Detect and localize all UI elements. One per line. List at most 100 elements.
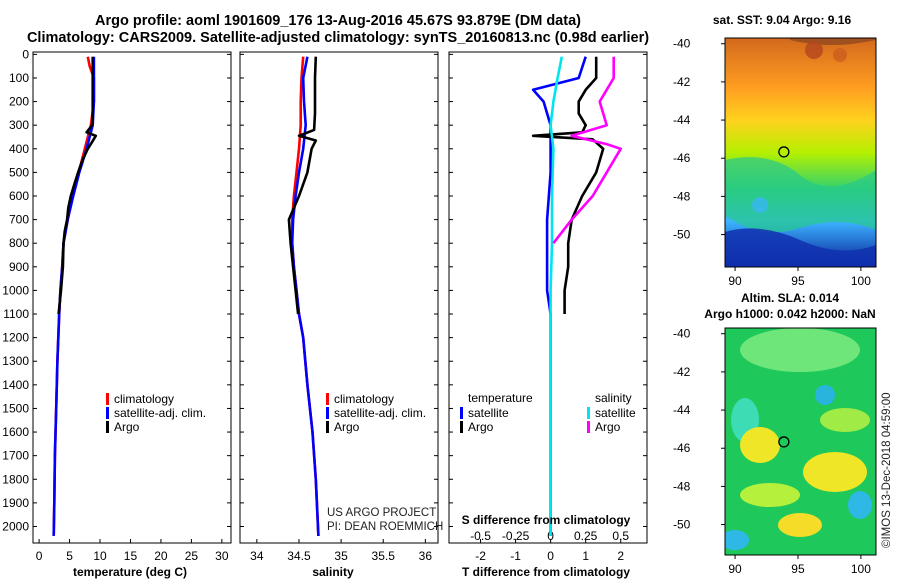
depth-tick-label: 200 <box>9 95 29 109</box>
depth-axis: 0 100 200 300 400 500 600 700 800 900 1000 1100 1200… <box>2 47 647 533</box>
map-lon-label: 100 <box>851 274 871 288</box>
map-lat-label: -40 <box>673 327 691 341</box>
sla-title-1: Altim. SLA: 0.014 <box>741 291 839 305</box>
depth-tick-label: 2000 <box>2 519 29 533</box>
map-lon-label: 90 <box>728 274 742 288</box>
x-tick-label: 36 <box>419 549 433 563</box>
s-diff-tick-label: -0.25 <box>502 529 530 543</box>
argo-location-marker <box>778 146 790 158</box>
map-lon-label: 90 <box>728 562 742 576</box>
legend-swatch-t-satellite <box>460 407 463 419</box>
sla-blob <box>725 530 749 550</box>
x-tick-label: -2 <box>475 549 486 563</box>
depth-tick-label: 300 <box>9 118 29 132</box>
series-line-s-satellite <box>549 56 564 536</box>
legend-climatology: climatology <box>114 392 174 406</box>
depth-tick-label: 600 <box>9 189 29 203</box>
depth-tick-label: 1200 <box>2 331 29 345</box>
map-lat-label: -46 <box>673 151 691 165</box>
x-tick-label: 5 <box>66 549 73 563</box>
legend-swatch-climatology <box>106 393 109 405</box>
difference-panel-frame <box>448 51 648 544</box>
depth-tick-label: 1500 <box>2 401 29 415</box>
x-tick-label: -1 <box>510 549 521 563</box>
series-line-satellite-adj-clim- <box>290 56 320 536</box>
sst-patch <box>725 157 876 233</box>
map-lat-label: -40 <box>673 37 691 51</box>
sla-map <box>725 328 876 555</box>
sla-blob <box>778 513 822 537</box>
x-tick-label: 0 <box>36 549 43 563</box>
x-tick-label: 15 <box>124 549 138 563</box>
credit-project: US ARGO PROJECT <box>327 507 436 519</box>
sst-map-frame <box>724 37 877 268</box>
map-lat-label: -50 <box>673 228 691 242</box>
depth-tick-label: 100 <box>9 71 29 85</box>
legend-t-satellite: satellite <box>468 406 509 420</box>
depth-tick-label: 400 <box>9 142 29 156</box>
depth-tick-label: 800 <box>9 236 29 250</box>
map-lon-label: 100 <box>851 562 871 576</box>
sst-map-axes: -40 -42 -44 -46 -48 -50 90 95 100 <box>673 37 871 288</box>
sst-patch <box>752 197 768 213</box>
sla-blob <box>815 385 835 405</box>
t-diff-legend: temperature satellite Argo <box>460 391 533 434</box>
map-lat-label: -42 <box>673 365 691 379</box>
sla-blob <box>803 452 867 492</box>
t-diff-xlabel: T difference from climatology <box>462 565 630 579</box>
legend-swatch-s-satellite <box>587 407 590 419</box>
temperature-legend: climatology satellite-adj. clim. Argo <box>106 392 206 434</box>
salinity-xlabel: salinity <box>312 565 354 579</box>
depth-tick-label: 1600 <box>2 425 29 439</box>
sst-patch <box>805 41 823 59</box>
x-tick-label: 2 <box>617 549 624 563</box>
x-tick-label: 10 <box>93 549 107 563</box>
depth-tick-label: 900 <box>9 260 29 274</box>
legend-climatology: climatology <box>334 392 394 406</box>
s-diff-tick-label: 0 <box>547 529 554 543</box>
legend-title-salinity: salinity <box>595 391 632 405</box>
x-tick-label: 20 <box>154 549 168 563</box>
depth-tick-label: 1800 <box>2 472 29 486</box>
credit-pi: PI: DEAN ROEMMICH <box>327 521 443 533</box>
series-line-argo <box>57 56 98 315</box>
sla-blob <box>820 408 870 432</box>
legend-swatch-satellite <box>326 407 329 419</box>
s-diff-xlabel: S difference from climatology <box>462 513 631 527</box>
salinity-legend: climatology satellite-adj. clim. Argo <box>326 392 426 434</box>
argo-location-marker <box>778 436 790 448</box>
difference-plot <box>531 56 623 536</box>
sla-map-frame <box>724 327 877 556</box>
x-tick-label: 1 <box>582 549 589 563</box>
sla-blob <box>740 483 800 507</box>
temperature-xlabel: temperature (deg C) <box>73 565 187 579</box>
map-lat-label: -42 <box>673 75 691 89</box>
s-diff-tick-label: -0.5 <box>470 529 491 543</box>
legend-satellite: satellite-adj. clim. <box>334 406 426 420</box>
depth-tick-label: 700 <box>9 213 29 227</box>
sst-map-title: sat. SST: 9.04 Argo: 9.16 <box>713 13 852 27</box>
sla-title-2: Argo h1000: 0.042 h2000: NaN <box>704 307 875 321</box>
depth-tick-label: 1000 <box>2 283 29 297</box>
sst-patch <box>833 48 847 62</box>
x-tick-label: 30 <box>215 549 229 563</box>
depth-tick-label: 1700 <box>2 449 29 463</box>
map-lat-label: -48 <box>673 189 691 203</box>
s-diff-legend: salinity satellite Argo <box>587 391 636 434</box>
x-tick-label: 0 <box>547 549 554 563</box>
series-line-argo <box>287 56 318 315</box>
map-lat-label: -44 <box>673 403 691 417</box>
map-lat-label: -50 <box>673 518 691 532</box>
x-tick-label: 34.5 <box>287 549 311 563</box>
map-lat-label: -44 <box>673 113 691 127</box>
series-line-t-argo <box>531 56 605 314</box>
temperature-panel-frame <box>32 51 232 544</box>
depth-tick-label: 1900 <box>2 496 29 510</box>
title-line-2: Climatology: CARS2009. Satellite-adjuste… <box>27 30 649 46</box>
x-axes: 0 5 10 15 20 25 30 34 34.5 35 35.5 36 -2 -1 0 1 2 -0.5 -0.… <box>36 529 630 563</box>
sla-blob <box>740 328 860 372</box>
map-lon-label: 95 <box>791 562 805 576</box>
map-lon-label: 95 <box>791 274 805 288</box>
legend-swatch-argo <box>106 421 109 433</box>
